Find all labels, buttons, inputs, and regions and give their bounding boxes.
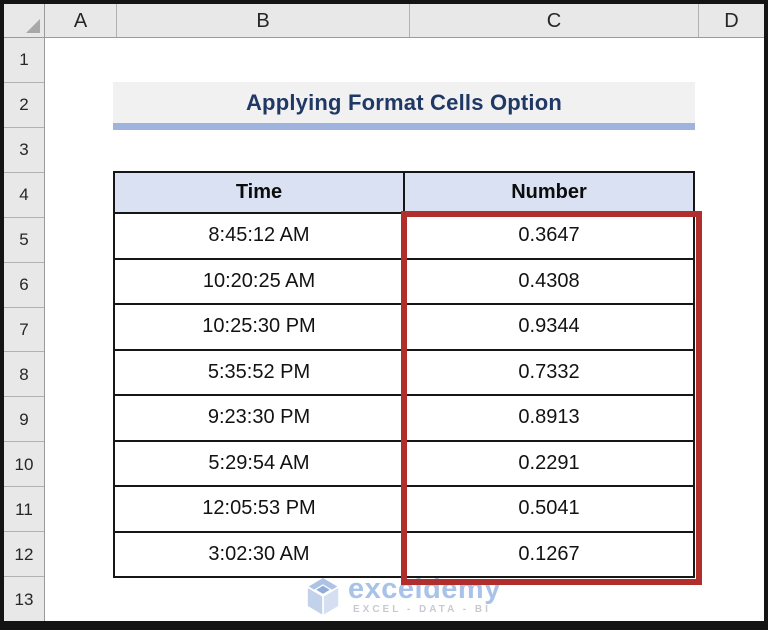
- number-cell-c6[interactable]: 0.4308: [405, 259, 693, 303]
- time-cell-b6[interactable]: 10:20:25 AM: [115, 259, 403, 303]
- number-cell-c9[interactable]: 0.8913: [405, 396, 693, 440]
- number-cell-c12[interactable]: 0.1267: [405, 532, 693, 576]
- row-header-4[interactable]: 4: [4, 173, 44, 218]
- page-title: Applying Format Cells Option: [245, 89, 563, 115]
- data-table: Time Number 8:45:12 AM 0.3647 10:20:25 A…: [113, 171, 695, 578]
- select-all-button[interactable]: [4, 4, 45, 37]
- number-cell-c10[interactable]: 0.2291: [405, 441, 693, 485]
- frame-border-right: [764, 0, 768, 630]
- row-header-3[interactable]: 3: [4, 128, 44, 173]
- time-cell-b10[interactable]: 5:29:54 AM: [115, 441, 403, 485]
- number-cell-c8[interactable]: 0.7332: [405, 350, 693, 394]
- time-cell-b5[interactable]: 8:45:12 AM: [115, 214, 403, 258]
- watermark: exceldemy EXCEL - DATA - BI: [304, 573, 501, 618]
- brand-tagline: EXCEL - DATA - BI: [353, 604, 491, 615]
- row-header-11[interactable]: 11: [4, 487, 44, 533]
- row-header-10[interactable]: 10: [4, 442, 44, 488]
- row-header-strip: 1 2 3 4 5 6 7 8 9 10 11 12 13: [4, 38, 45, 621]
- time-cell-b8[interactable]: 5:35:52 PM: [115, 350, 403, 394]
- number-cell-c7[interactable]: 0.9344: [405, 305, 693, 349]
- watermark-text: exceldemy EXCEL - DATA - BI: [348, 573, 501, 616]
- select-all-triangle-icon: [26, 19, 40, 33]
- number-cell-c5[interactable]: 0.3647: [405, 214, 693, 258]
- table-header-number[interactable]: Number: [405, 173, 693, 212]
- frame-border-top: [0, 0, 768, 4]
- time-cell-b9[interactable]: 9:23:30 PM: [115, 396, 403, 440]
- column-header-c[interactable]: C: [410, 4, 699, 37]
- title-underline: [113, 123, 695, 130]
- row-header-7[interactable]: 7: [4, 308, 44, 353]
- column-header-strip: A B C D: [4, 4, 764, 38]
- column-header-b[interactable]: B: [117, 4, 410, 37]
- row-header-6[interactable]: 6: [4, 263, 44, 308]
- row-header-9[interactable]: 9: [4, 397, 44, 443]
- row-header-2[interactable]: 2: [4, 83, 44, 128]
- number-cell-c11[interactable]: 0.5041: [405, 487, 693, 531]
- row-header-5[interactable]: 5: [4, 218, 44, 263]
- brand-name: exceldemy: [348, 573, 501, 605]
- time-cell-b12[interactable]: 3:02:30 AM: [115, 532, 403, 576]
- frame-border-bottom: [0, 621, 768, 630]
- worksheet-title-cell[interactable]: Applying Format Cells Option: [113, 82, 695, 123]
- row-header-13[interactable]: 13: [14, 589, 34, 609]
- time-cell-b7[interactable]: 10:25:30 PM: [115, 305, 403, 349]
- exceldemy-logo-icon: [305, 576, 341, 618]
- row-header-8[interactable]: 8: [4, 352, 44, 398]
- row-header-12[interactable]: 12: [4, 532, 44, 578]
- time-cell-b11[interactable]: 12:05:53 PM: [115, 487, 403, 531]
- row-header-1[interactable]: 1: [4, 38, 44, 83]
- column-header-a[interactable]: A: [45, 4, 117, 37]
- table-header-time[interactable]: Time: [115, 173, 403, 212]
- frame-border-left: [0, 0, 4, 630]
- column-header-d[interactable]: D: [724, 9, 739, 32]
